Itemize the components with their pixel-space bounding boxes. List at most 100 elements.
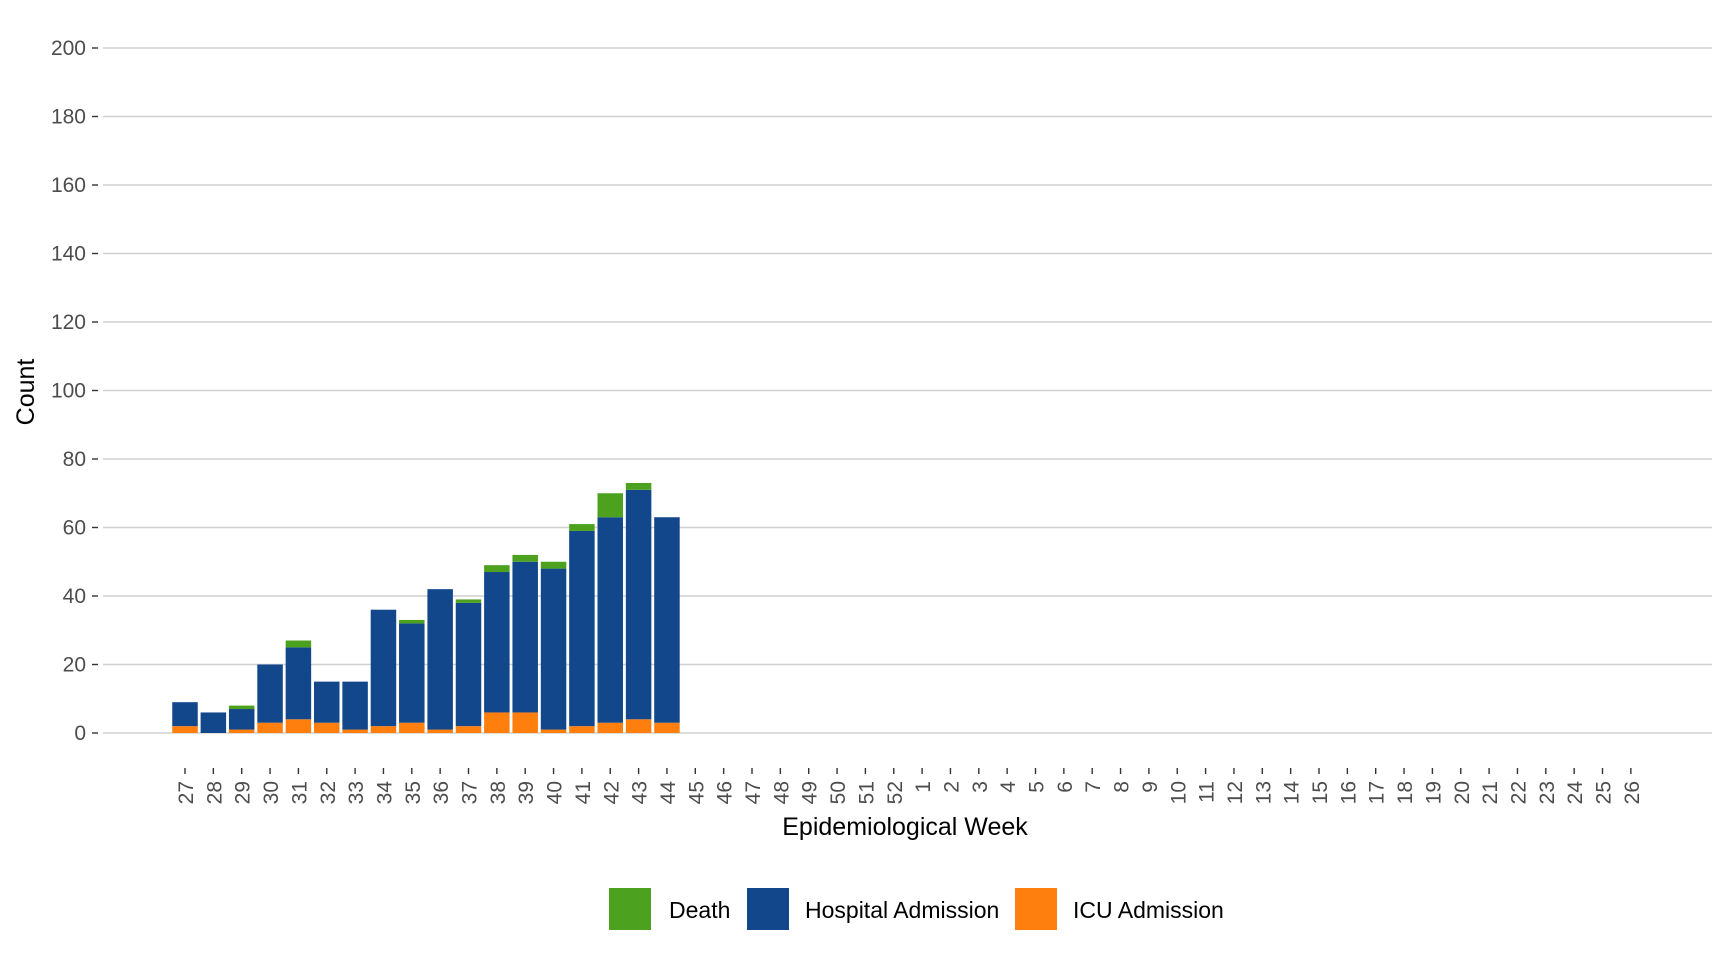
x-tick-label: 45 bbox=[685, 781, 708, 804]
bar-icu-admission-week-39 bbox=[512, 712, 538, 733]
y-tick-label: 20 bbox=[63, 654, 86, 677]
legend-label-death: Death bbox=[669, 897, 730, 923]
x-tick-label: 42 bbox=[600, 781, 623, 804]
x-tick-label: 15 bbox=[1309, 781, 1332, 804]
bar-icu-admission-week-31 bbox=[285, 719, 312, 733]
x-tick-label: 52 bbox=[884, 781, 907, 804]
y-axis: 0 20 40 60 80 100 120 140 160 180 200 bbox=[51, 37, 98, 745]
bar-death-week-39 bbox=[512, 554, 538, 562]
y-tick-label: 40 bbox=[63, 585, 86, 608]
y-tick-label: 80 bbox=[63, 448, 86, 471]
y-tick-label: 60 bbox=[63, 517, 86, 540]
x-tick-label: 9 bbox=[1139, 781, 1162, 793]
bar-icu-admission-week-36 bbox=[427, 729, 453, 733]
x-tick-label: 47 bbox=[742, 781, 765, 804]
x-tick-label: 10 bbox=[1167, 781, 1190, 804]
y-tick-label: 120 bbox=[51, 311, 86, 334]
bar-icu-admission-week-38 bbox=[484, 712, 510, 733]
x-tick-label: 11 bbox=[1196, 781, 1219, 803]
x-tick-label: 16 bbox=[1337, 781, 1360, 804]
bar-icu-admission-week-27 bbox=[172, 726, 198, 733]
bar-icu-admission-week-30 bbox=[257, 722, 283, 733]
x-tick-label: 18 bbox=[1394, 781, 1417, 804]
x-tick-label: 19 bbox=[1422, 781, 1445, 804]
bar-icu-admission-week-41 bbox=[569, 726, 595, 733]
x-tick-label: 37 bbox=[459, 781, 482, 804]
x-tick-label: 22 bbox=[1507, 781, 1530, 804]
y-axis-title: Count bbox=[12, 359, 40, 426]
bar-death-week-37 bbox=[455, 599, 482, 603]
x-axis-title: Epidemiological Week bbox=[782, 813, 1028, 841]
y-tick-label: 140 bbox=[51, 243, 86, 266]
bar-icu-admission-week-43 bbox=[625, 719, 652, 733]
gridlines bbox=[103, 47, 1712, 734]
bar-hospital-admission-week-38 bbox=[484, 572, 510, 713]
bar-death-week-42 bbox=[597, 493, 623, 518]
bar-hospital-admission-week-37 bbox=[455, 602, 482, 727]
x-tick-label: 39 bbox=[515, 781, 538, 804]
x-tick-label: 35 bbox=[402, 781, 425, 804]
x-tick-label: 17 bbox=[1366, 781, 1389, 804]
x-tick-label: 31 bbox=[288, 781, 311, 804]
x-tick-label: 34 bbox=[373, 781, 396, 805]
x-tick-label: 24 bbox=[1564, 781, 1587, 805]
bar-death-week-29 bbox=[228, 705, 255, 710]
legend-swatch-death bbox=[609, 888, 651, 930]
x-tick-label: 21 bbox=[1479, 781, 1502, 804]
bar-icu-admission-week-29 bbox=[228, 729, 255, 733]
bar-hospital-admission-week-35 bbox=[399, 623, 425, 723]
bar-death-week-43 bbox=[625, 482, 652, 490]
bar-hospital-admission-week-32 bbox=[314, 681, 340, 723]
bar-hospital-admission-week-31 bbox=[285, 647, 312, 720]
x-axis: 27 28 29 30 31 32 33 34 35 36 37 38 39 40 41 42 43 44 45 46… bbox=[175, 768, 1644, 804]
x-tick-label: 48 bbox=[770, 781, 793, 804]
bar-death-week-41 bbox=[569, 524, 595, 531]
x-tick-label: 25 bbox=[1593, 781, 1616, 804]
bar-hospital-admission-week-28 bbox=[200, 712, 227, 733]
x-tick-label: 32 bbox=[317, 781, 340, 804]
x-tick-label: 5 bbox=[1026, 781, 1049, 793]
x-tick-label: 27 bbox=[175, 781, 198, 804]
x-tick-label: 33 bbox=[345, 781, 368, 804]
bar-death-week-38 bbox=[484, 565, 510, 573]
bar-hospital-admission-week-29 bbox=[228, 709, 255, 730]
y-tick-label: 200 bbox=[51, 37, 86, 60]
bar-hospital-admission-week-40 bbox=[540, 568, 567, 730]
bar-death-week-31 bbox=[285, 640, 312, 648]
x-tick-label: 23 bbox=[1536, 781, 1559, 804]
x-tick-label: 26 bbox=[1621, 781, 1644, 804]
bar-hospital-admission-week-27 bbox=[172, 702, 198, 727]
bar-hospital-admission-week-44 bbox=[654, 517, 680, 723]
x-tick-label: 8 bbox=[1111, 781, 1134, 793]
x-tick-label: 7 bbox=[1082, 781, 1105, 793]
x-tick-label: 12 bbox=[1224, 781, 1247, 804]
bar-icu-admission-week-37 bbox=[455, 726, 482, 733]
bar-hospital-admission-week-30 bbox=[257, 664, 283, 723]
x-tick-label: 46 bbox=[714, 781, 737, 804]
legend: Death Hospital Admission ICU Admission bbox=[609, 888, 1224, 930]
bar-death-week-40 bbox=[540, 561, 567, 569]
y-tick-label: 100 bbox=[51, 380, 86, 403]
bar-hospital-admission-week-33 bbox=[342, 681, 368, 730]
y-tick-label: 160 bbox=[51, 174, 86, 197]
x-tick-label: 44 bbox=[657, 781, 680, 805]
bar-icu-admission-week-34 bbox=[370, 726, 397, 733]
bar-icu-admission-week-35 bbox=[399, 722, 425, 733]
bar-hospital-admission-week-39 bbox=[512, 561, 538, 713]
legend-label-icu-admission: ICU Admission bbox=[1073, 897, 1224, 923]
legend-swatch-hospital-admission bbox=[747, 888, 789, 930]
bar-hospital-admission-week-34 bbox=[370, 609, 397, 727]
bar-icu-admission-week-44 bbox=[654, 722, 680, 733]
x-tick-label: 4 bbox=[997, 781, 1020, 793]
x-tick-label: 40 bbox=[544, 781, 567, 804]
y-tick-label: 0 bbox=[74, 722, 86, 745]
bar-icu-admission-week-32 bbox=[314, 722, 340, 733]
bar-hospital-admission-week-36 bbox=[427, 589, 453, 730]
x-tick-label: 29 bbox=[232, 781, 255, 804]
x-tick-label: 3 bbox=[969, 781, 992, 793]
bar-death-week-35 bbox=[399, 619, 425, 624]
bar-icu-admission-week-33 bbox=[342, 729, 368, 733]
x-tick-label: 1 bbox=[912, 781, 935, 793]
